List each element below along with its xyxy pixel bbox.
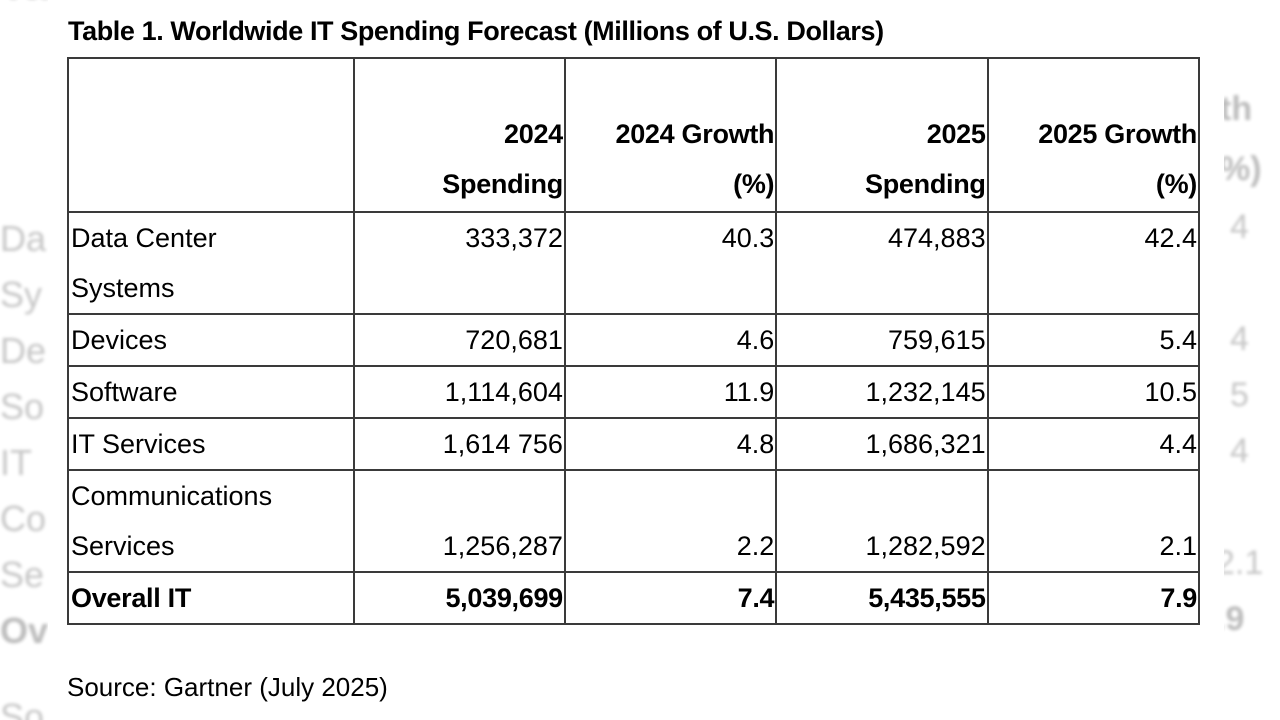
ghost-left-text: Co xyxy=(0,498,47,539)
header-row: 2024 Spending 2024 Growth (%) 2025 Spend… xyxy=(67,57,1201,213)
segment-cell: IT Services xyxy=(67,417,355,471)
segment-cell: Data Center Systems xyxy=(67,211,355,315)
table-row: Data Center Systems 333,372 40.3 474,883… xyxy=(67,211,1201,315)
spending-2025-cell: 474,883 xyxy=(775,211,989,315)
ghost-title: Ta xyxy=(0,0,48,10)
header-2024-spending: 2024 Spending xyxy=(352,57,566,213)
growth-2025-cell: 42.4 xyxy=(986,211,1201,315)
table-row: IT Services 1,614 756 4.8 1,686,321 4.4 xyxy=(67,417,1201,471)
source-note: Source: Gartner (July 2025) xyxy=(67,672,388,702)
ghost-right-text: th xyxy=(1220,90,1253,128)
it-spending-table: 2024 Spending 2024 Growth (%) 2025 Spend… xyxy=(67,57,1201,625)
header-line: (%) xyxy=(733,169,775,199)
document-panel: Table 1. Worldwide IT Spending Forecast … xyxy=(48,0,1224,720)
ghost-right-text: 4 xyxy=(1230,208,1249,246)
ghost-left-text: Da xyxy=(0,218,47,259)
growth-2025-cell: 10.5 xyxy=(986,365,1201,419)
segment-cell: Devices xyxy=(67,313,355,367)
header-segment xyxy=(67,57,355,213)
growth-2024-cell: 4.8 xyxy=(563,417,778,471)
header-line: 2024 Growth xyxy=(615,119,775,149)
spending-2025-cell: 1,686,321 xyxy=(775,417,989,471)
growth-2024-cell: 11.9 xyxy=(563,365,778,419)
segment-line: Systems xyxy=(71,273,175,303)
ghost-left-text: So xyxy=(0,386,45,427)
ghost-left-text: De xyxy=(0,330,47,371)
segment-line: Data Center xyxy=(71,223,217,253)
growth-2024-cell: 4.6 xyxy=(563,313,778,367)
ghost-left-text: Sy xyxy=(0,274,43,315)
growth-2024-cell: 2.2 xyxy=(563,469,778,573)
segment-cell: Communications Services xyxy=(67,469,355,573)
spending-2024-cell: 5,039,699 xyxy=(352,571,566,625)
spending-2024-cell: 720,681 xyxy=(352,313,566,367)
spending-2024-cell: 1,256,287 xyxy=(352,469,566,573)
segment-line: Communications xyxy=(71,481,273,511)
header-line: Spending xyxy=(865,169,986,199)
growth-2024-cell: 40.3 xyxy=(563,211,778,315)
header-line: 2024 xyxy=(504,119,563,149)
ghost-left-text: Se xyxy=(0,554,45,595)
table-row: Devices 720,681 4.6 759,615 5.4 xyxy=(67,313,1201,367)
header-line: Spending xyxy=(442,169,563,199)
segment-line: Services xyxy=(71,531,175,561)
header-2025-spending: 2025 Spending xyxy=(775,57,989,213)
growth-2025-cell: 2.1 xyxy=(986,469,1201,573)
header-2025-growth: 2025 Growth (%) xyxy=(986,57,1201,213)
spending-2025-cell: 1,282,592 xyxy=(775,469,989,573)
header-line: 2025 Growth xyxy=(1038,119,1197,149)
total-row: Overall IT 5,039,699 7.4 5,435,555 7.9 xyxy=(67,571,1201,625)
ghost-left-text: IT xyxy=(0,442,32,483)
header-line: (%) xyxy=(1155,169,1197,199)
table-title: Table 1. Worldwide IT Spending Forecast … xyxy=(68,16,884,46)
ghost-right-text: 5 xyxy=(1230,376,1249,414)
ghost-left-text: So xyxy=(0,696,45,720)
growth-2025-cell: 7.9 xyxy=(986,571,1201,625)
ghost-right-text: 4 xyxy=(1230,320,1249,358)
spending-2024-cell: 1,114,604 xyxy=(352,365,566,419)
ghost-right-text: 4 xyxy=(1230,432,1249,470)
spending-2025-cell: 759,615 xyxy=(775,313,989,367)
table-row: Software 1,114,604 11.9 1,232,145 10.5 xyxy=(67,365,1201,419)
growth-2024-cell: 7.4 xyxy=(563,571,778,625)
growth-2025-cell: 5.4 xyxy=(986,313,1201,367)
table-row: Communications Services 1,256,287 2.2 1,… xyxy=(67,469,1201,573)
segment-cell: Overall IT xyxy=(67,571,355,625)
spending-2025-cell: 1,232,145 xyxy=(775,365,989,419)
ghost-left-text: Ov xyxy=(0,610,49,651)
spending-2024-cell: 1,614 756 xyxy=(352,417,566,471)
header-line: 2025 xyxy=(926,119,986,149)
spending-2025-cell: 5,435,555 xyxy=(775,571,989,625)
header-2024-growth: 2024 Growth (%) xyxy=(563,57,778,213)
spending-2024-cell: 333,372 xyxy=(352,211,566,315)
growth-2025-cell: 4.4 xyxy=(986,417,1201,471)
ghost-right-text: %) xyxy=(1220,150,1262,188)
segment-cell: Software xyxy=(67,365,355,419)
